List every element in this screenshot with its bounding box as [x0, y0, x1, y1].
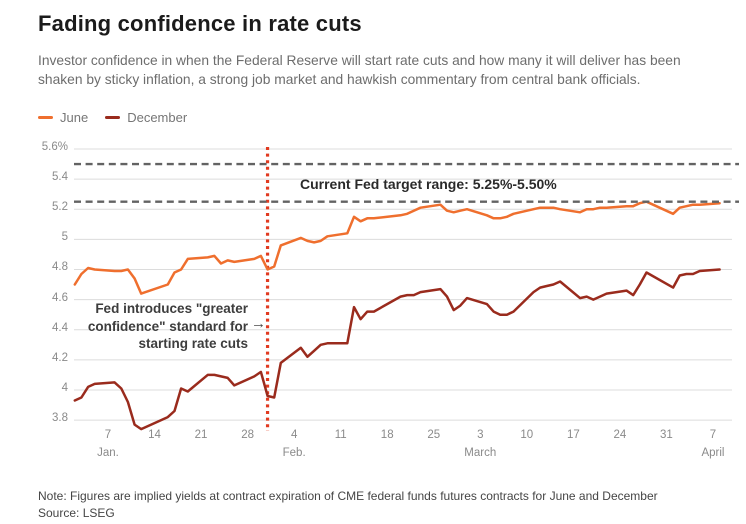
annotation-fed-target-range: Current Fed target range: 5.25%-5.50%	[300, 176, 557, 192]
x-axis-tick-label: 7	[709, 429, 717, 441]
y-axis-label: 5.6%	[41, 141, 68, 153]
x-axis-tick-label: 14	[148, 429, 161, 441]
x-axis-month-label: April	[701, 447, 725, 459]
y-axis-label: 5.4	[52, 171, 68, 184]
source-credit: Source: LSEG	[38, 506, 115, 520]
legend-item-june: June	[38, 110, 88, 125]
y-axis-label: 4	[61, 381, 68, 394]
legend-swatch-icon	[38, 116, 53, 119]
arrow-right-icon: →	[251, 315, 266, 332]
x-axis-month-label: Jan.	[97, 447, 119, 459]
y-axis-label: 4.2	[52, 351, 68, 364]
x-axis-tick-label: 4	[290, 429, 298, 441]
x-axis-tick-label: 25	[427, 429, 441, 441]
x-axis-tick-label: 21	[194, 429, 208, 441]
legend-label: December	[127, 110, 188, 125]
x-axis-tick-label: 18	[380, 429, 394, 441]
x-axis-tick-label: 31	[660, 429, 673, 441]
page-title: Fading confidence in rate cuts	[38, 11, 362, 36]
y-axis-label: 4.4	[52, 321, 68, 334]
footnote: Note: Figures are implied yields at cont…	[38, 489, 658, 503]
y-axis-label: 4.6	[52, 291, 68, 304]
y-axis-label: 5	[61, 231, 68, 244]
x-axis-month-label: March	[464, 447, 497, 459]
x-axis-month-label: Feb.	[282, 447, 306, 459]
x-axis-tick-label: 11	[334, 429, 347, 441]
x-axis-tick-label: 17	[566, 429, 580, 441]
x-axis-tick-label: 28	[241, 429, 254, 441]
chart-subtitle: Investor confidence in when the Federal …	[38, 53, 681, 87]
legend-swatch-icon	[105, 116, 121, 119]
x-axis-tick-label: 3	[477, 429, 484, 441]
legend-label: June	[60, 110, 89, 125]
y-axis-label: 4.8	[52, 261, 68, 274]
y-axis-label: 3.8	[52, 412, 68, 425]
x-axis-tick-label: 7	[104, 429, 112, 441]
x-axis-tick-label: 24	[613, 429, 627, 441]
legend: June December	[38, 110, 187, 125]
y-axis-label: 5.2	[52, 201, 68, 214]
legend-item-december: December	[105, 110, 187, 125]
annotation-greater-confidence: Fed introduces "greater confidence" stan…	[87, 301, 248, 351]
x-axis-tick-label: 10	[520, 429, 534, 441]
